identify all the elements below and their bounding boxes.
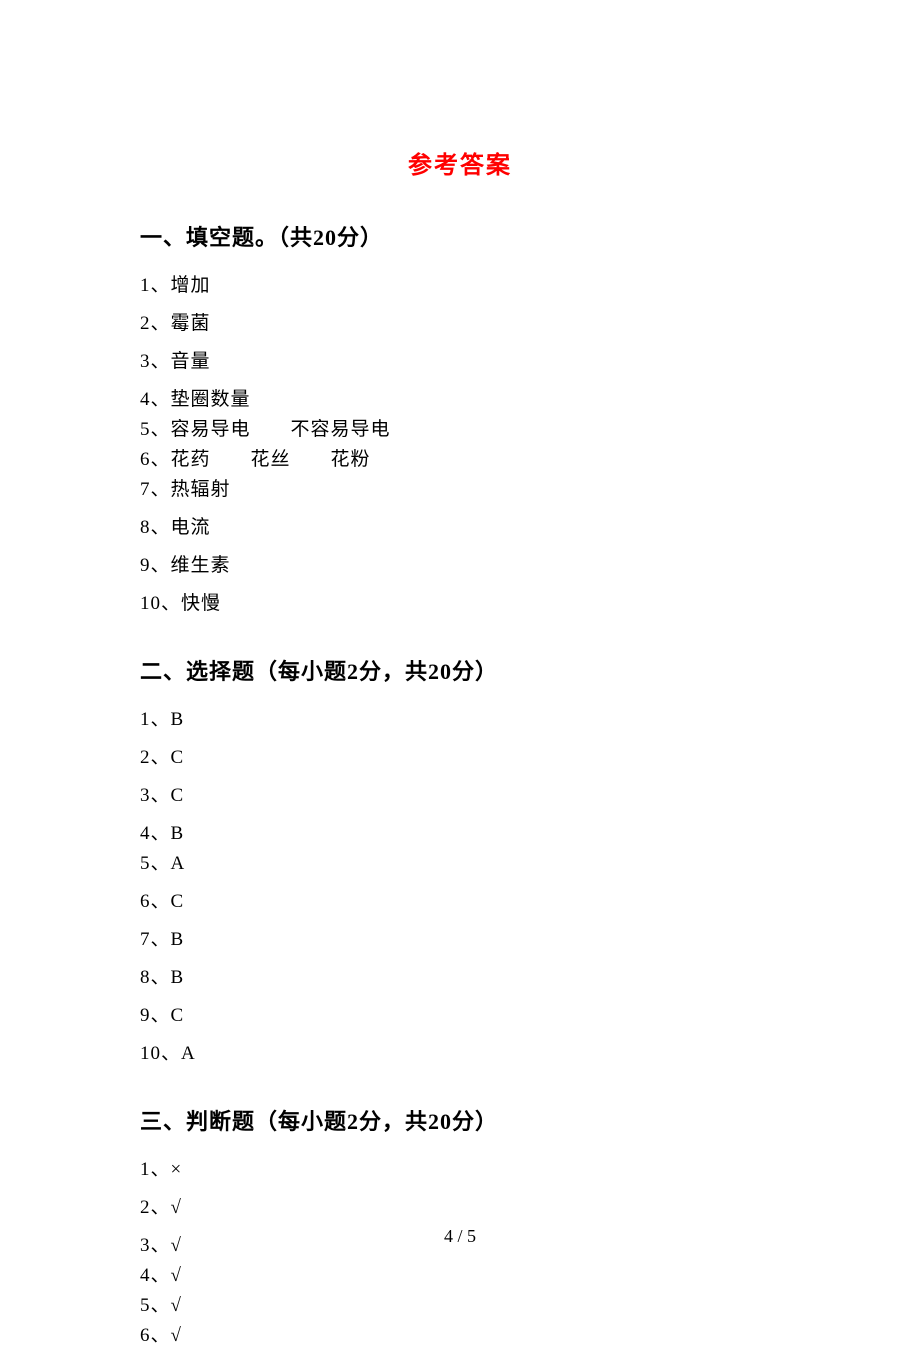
answer-item: 1、增加: [140, 270, 780, 297]
answer-item: 1、×: [140, 1154, 780, 1181]
answer-item: 6、花药 花丝 花粉: [140, 444, 780, 471]
section-gap: [140, 626, 780, 644]
sections-container: 一、填空题。（共20分） 1、增加 2、霉菌 3、音量 4、垫圈数量 5、容易导电 不容易…: [140, 220, 780, 1347]
answer-item: 6、C: [140, 886, 780, 913]
answer-item: 4、√: [140, 1260, 780, 1287]
answer-item: 7、热辐射: [140, 474, 780, 501]
page-container: 参考答案 一、填空题。（共20分） 1、增加 2、霉菌 3、音量 4、垫圈数量 5、容易导…: [0, 0, 920, 1347]
answer-item: 10、快慢: [140, 588, 780, 615]
answer-item: 1、B: [140, 704, 780, 731]
answer-item: 4、B: [140, 818, 780, 845]
section-heading: 一、填空题。（共20分）: [140, 220, 780, 252]
answer-item: 7、B: [140, 924, 780, 951]
answer-item: 4、垫圈数量: [140, 384, 780, 411]
section-heading: 二、选择题（每小题2分，共20分）: [140, 654, 780, 686]
answer-item: 6、√: [140, 1320, 780, 1347]
main-title: 参考答案: [140, 145, 780, 180]
answer-item: 3、音量: [140, 346, 780, 373]
section-gap: [140, 1076, 780, 1094]
answer-item: 5、√: [140, 1290, 780, 1317]
answer-item: 9、维生素: [140, 550, 780, 577]
answer-item: 5、A: [140, 848, 780, 875]
answer-item: 10、A: [140, 1038, 780, 1065]
answer-item: 2、√: [140, 1192, 780, 1219]
answer-item: 9、C: [140, 1000, 780, 1027]
answer-item: 8、电流: [140, 512, 780, 539]
answer-item: 5、容易导电 不容易导电: [140, 414, 780, 441]
answer-item: 2、C: [140, 742, 780, 769]
page-number: 4 / 5: [0, 1226, 920, 1247]
answer-item: 3、C: [140, 780, 780, 807]
answer-item: 2、霉菌: [140, 308, 780, 335]
answer-item: 8、B: [140, 962, 780, 989]
section-heading: 三、判断题（每小题2分，共20分）: [140, 1104, 780, 1136]
